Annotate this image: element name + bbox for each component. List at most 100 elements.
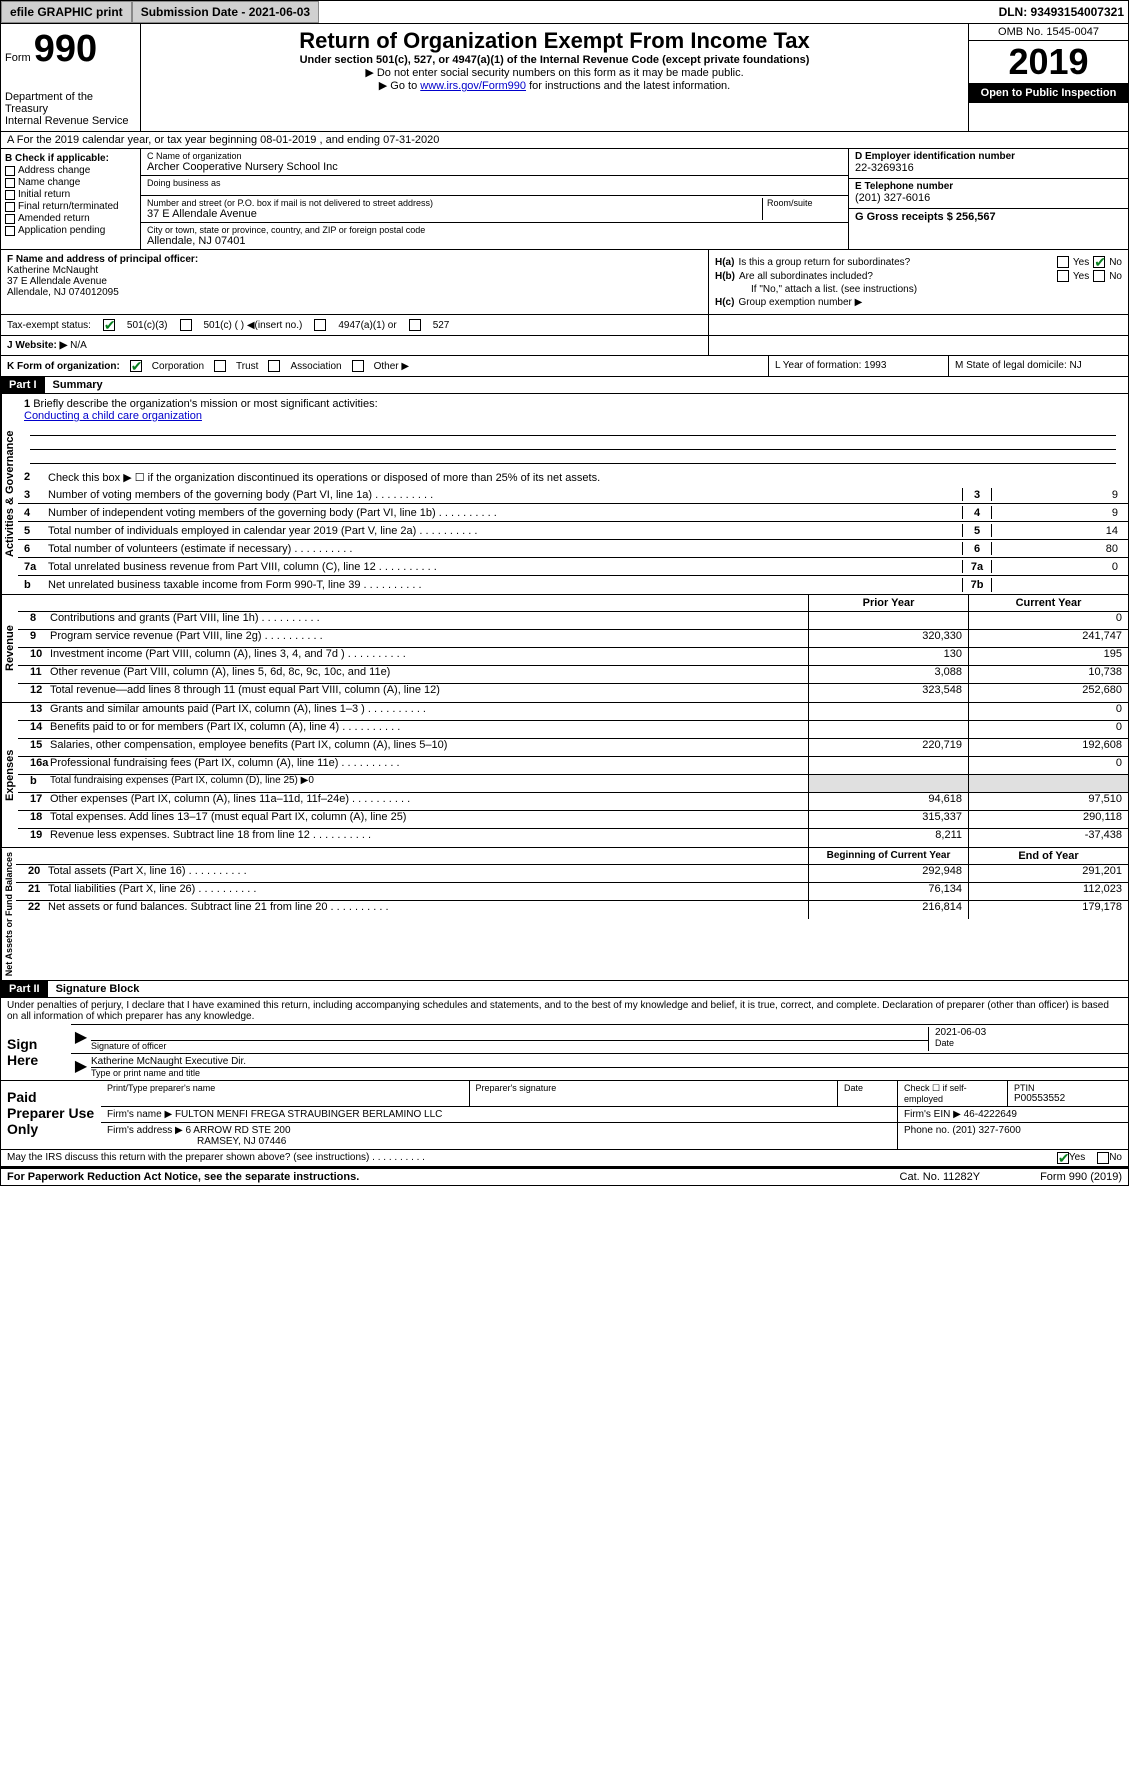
city-value: Allendale, NJ 07401 [147,235,842,247]
h-note: If "No," attach a list. (see instruction… [715,284,1122,295]
date-label: Date [935,1038,1128,1048]
expenses-section: Expenses 13Grants and similar amounts pa… [0,703,1129,848]
chk-501c[interactable] [180,319,192,331]
chk-4947[interactable] [314,319,326,331]
officer-name-title: Katherine McNaught Executive Dir. [91,1056,1128,1068]
hb-no[interactable] [1093,270,1105,282]
paid-preparer-label: Paid Preparer Use Only [1,1081,101,1149]
type-print-label: Type or print name and title [91,1068,1128,1078]
arrow-icon: ▶ [71,1056,91,1078]
l7a-value: 0 [992,561,1122,573]
chk-corp[interactable] [130,360,142,372]
chk-initial[interactable] [5,190,15,200]
l14-text: Benefits paid to or for members (Part IX… [46,721,808,738]
chk-assoc[interactable] [268,360,280,372]
submission-button[interactable]: Submission Date - 2021-06-03 [132,1,319,23]
l9-prior: 320,330 [808,630,968,647]
info-grid: B Check if applicable: Address change Na… [0,149,1129,250]
discuss-yes[interactable] [1057,1152,1069,1164]
part1-header: Part I Summary [0,377,1129,394]
j-label: J Website: ▶ [7,340,67,351]
chk-trust[interactable] [214,360,226,372]
l21-text: Total liabilities (Part X, line 26) [44,883,808,900]
l16a-text: Professional fundraising fees (Part IX, … [46,757,808,774]
hb-yes[interactable] [1057,270,1069,282]
firm-ein: 46-4222649 [964,1109,1017,1120]
chk-pending[interactable] [5,226,15,236]
part1-title: Summary [45,377,111,393]
l2-text: Check this box ▶ ☐ if the organization d… [48,471,1122,484]
street-value: 37 E Allendale Avenue [147,208,762,220]
chk-name[interactable] [5,178,15,188]
l-year: L Year of formation: 1993 [768,356,948,376]
l11-current: 10,738 [968,666,1128,683]
m-state: M State of legal domicile: NJ [948,356,1128,376]
firm-name-label: Firm's name ▶ [107,1109,172,1120]
row-j: J Website: ▶ N/A [0,336,1129,356]
chk-501c3[interactable] [103,319,115,331]
l22-text: Net assets or fund balances. Subtract li… [44,901,808,919]
hc-text: Group exemption number ▶ [738,297,862,308]
form-prefix: Form [5,52,31,64]
current-year-hdr: Current Year [968,595,1128,611]
ha-yes[interactable] [1057,256,1069,268]
form-title: Return of Organization Exempt From Incom… [145,28,964,54]
part1-badge: Part I [1,377,45,393]
hc-label: H(c) [715,297,734,308]
chk-527[interactable] [409,319,421,331]
section-a: A For the 2019 calendar year, or tax yea… [0,132,1129,149]
l5-text: Total number of individuals employed in … [48,525,962,537]
firm-addr2: RAMSEY, NJ 07446 [107,1136,891,1147]
irs-link[interactable]: www.irs.gov/Form990 [420,80,526,92]
l11-text: Other revenue (Part VIII, column (A), li… [46,666,808,683]
dept-treasury: Department of the Treasury [5,91,136,115]
omb-number: OMB No. 1545-0047 [969,24,1128,41]
l9-current: 241,747 [968,630,1128,647]
dba-label: Doing business as [147,178,842,188]
print-name-label: Print/Type preparer's name [107,1083,463,1093]
arrow-icon: ▶ [71,1027,91,1051]
prep-date-label: Date [844,1083,891,1093]
hb-label: H(b) [715,271,735,282]
hb-text: Are all subordinates included? [739,271,1053,282]
ptin-value: P00553552 [1014,1093,1122,1104]
self-emp-label: Check ☐ if self-employed [904,1083,1001,1104]
efile-button[interactable]: efile GRAPHIC print [1,1,132,23]
l9-text: Program service revenue (Part VIII, line… [46,630,808,647]
activities-governance: Activities & Governance 1 Briefly descri… [0,394,1129,595]
l7a-text: Total unrelated business revenue from Pa… [48,561,962,573]
mission-line [30,422,1116,436]
form-footer: Form 990 (2019) [1040,1171,1122,1183]
l3-text: Number of voting members of the governin… [48,489,962,501]
chk-address[interactable] [5,166,15,176]
mission-line [30,436,1116,450]
signature-section: Under penalties of perjury, I declare th… [0,998,1129,1167]
ha-no[interactable] [1093,256,1105,268]
part2-header: Part II Signature Block [0,981,1129,998]
l8-text: Contributions and grants (Part VIII, lin… [46,612,808,629]
c-name-label: C Name of organization [147,151,842,161]
d-label: D Employer identification number [855,151,1122,162]
city-label: City or town, state or province, country… [147,225,842,235]
g-label: G Gross receipts $ 256,567 [855,211,1122,223]
l13-text: Grants and similar amounts paid (Part IX… [46,703,808,720]
l18-text: Total expenses. Add lines 13–17 (must eq… [46,811,808,828]
l20-text: Total assets (Part X, line 16) [44,865,808,882]
l16b-text: Total fundraising expenses (Part IX, col… [46,775,808,792]
room-label: Room/suite [767,198,842,208]
l17-text: Other expenses (Part IX, column (A), lin… [46,793,808,810]
l10-prior: 130 [808,648,968,665]
chk-final[interactable] [5,202,15,212]
phone-value: (201) 327-6016 [855,192,1122,204]
discuss-no[interactable] [1097,1152,1109,1164]
ha-label: H(a) [715,257,734,268]
dln-text: DLN: 93493154007321 [999,5,1128,19]
part2-badge: Part II [1,981,48,997]
chk-other[interactable] [352,360,364,372]
mission-value: Conducting a child care organization [24,410,1122,422]
officer-name: Katherine McNaught [7,265,702,276]
k-label: K Form of organization: [7,361,120,372]
l8-prior [808,612,968,629]
note-goto: ▶ Go to www.irs.gov/Form990 for instruct… [145,79,964,92]
chk-amended[interactable] [5,214,15,224]
